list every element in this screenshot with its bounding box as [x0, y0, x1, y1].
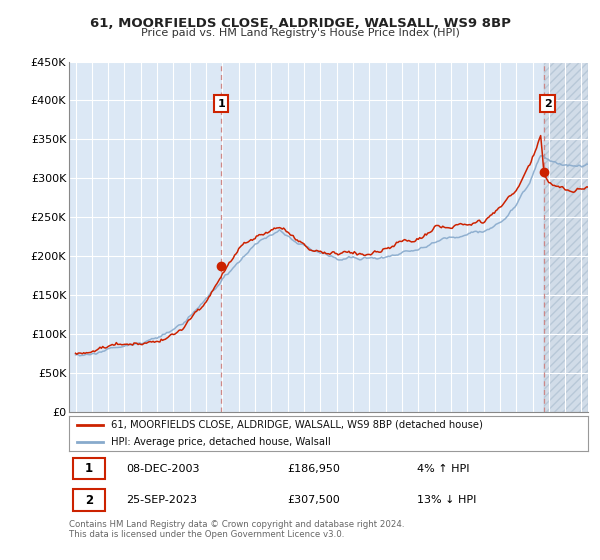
Text: 08-DEC-2003: 08-DEC-2003 — [126, 464, 200, 474]
Text: £307,500: £307,500 — [287, 495, 340, 505]
Text: 61, MOORFIELDS CLOSE, ALDRIDGE, WALSALL, WS9 8BP (detached house): 61, MOORFIELDS CLOSE, ALDRIDGE, WALSALL,… — [110, 420, 482, 430]
Text: 2: 2 — [85, 493, 94, 507]
Text: Contains HM Land Registry data © Crown copyright and database right 2024.
This d: Contains HM Land Registry data © Crown c… — [69, 520, 404, 539]
Text: 25-SEP-2023: 25-SEP-2023 — [126, 495, 197, 505]
Text: 13% ↓ HPI: 13% ↓ HPI — [417, 495, 476, 505]
Text: 2: 2 — [544, 99, 551, 109]
Text: 4% ↑ HPI: 4% ↑ HPI — [417, 464, 469, 474]
Text: 1: 1 — [217, 99, 225, 109]
FancyBboxPatch shape — [73, 458, 106, 479]
Text: HPI: Average price, detached house, Walsall: HPI: Average price, detached house, Wals… — [110, 437, 330, 447]
Text: £186,950: £186,950 — [287, 464, 340, 474]
Text: 61, MOORFIELDS CLOSE, ALDRIDGE, WALSALL, WS9 8BP: 61, MOORFIELDS CLOSE, ALDRIDGE, WALSALL,… — [89, 17, 511, 30]
Text: 1: 1 — [85, 462, 94, 475]
Text: Price paid vs. HM Land Registry's House Price Index (HPI): Price paid vs. HM Land Registry's House … — [140, 28, 460, 38]
FancyBboxPatch shape — [73, 489, 106, 511]
